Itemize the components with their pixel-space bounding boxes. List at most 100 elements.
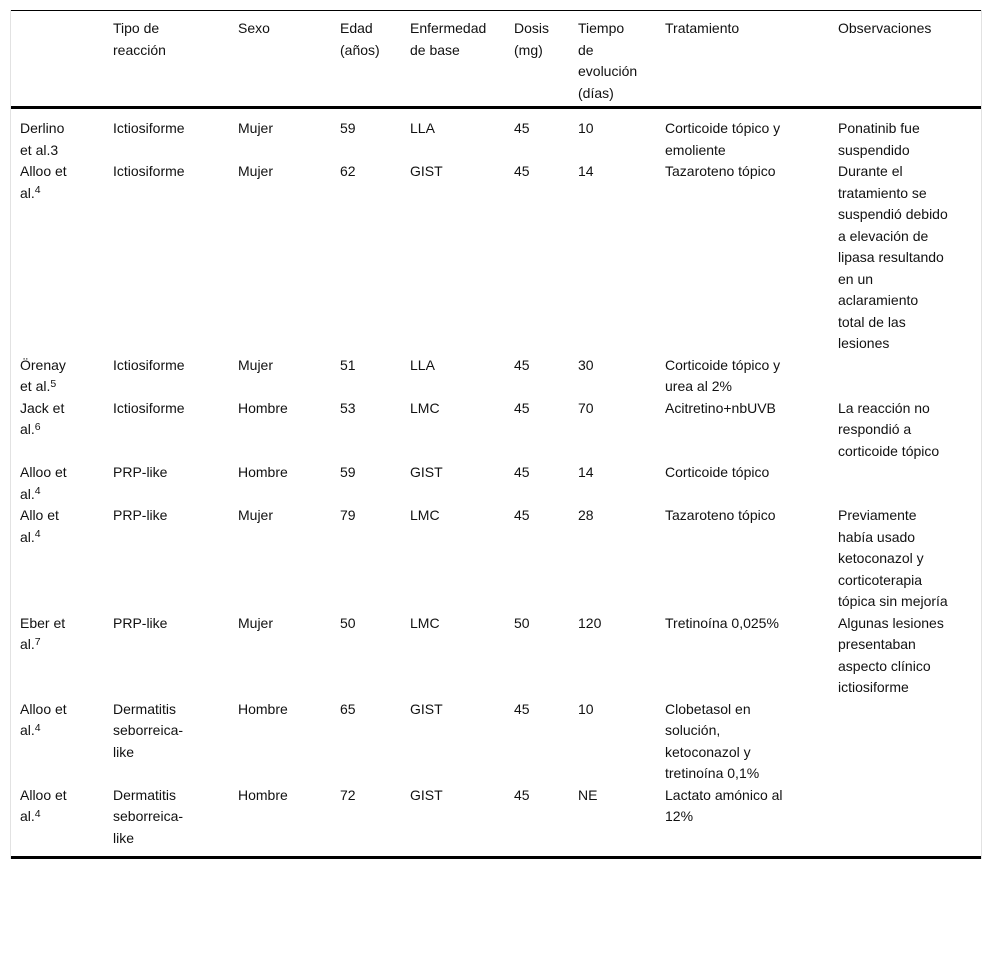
underlying-disease-cell: LLA (410, 120, 435, 136)
underlying-disease-cell: GIST (410, 700, 443, 717)
age-cell: 79 (340, 507, 356, 523)
sex-cell: Mujer (238, 120, 274, 136)
evolution-time-cell: 10 (578, 700, 594, 717)
table-row: Alloo et al.4 PRP-like Hombre 59 GIST 45… (11, 462, 981, 505)
sex-cell: Mujer (238, 614, 274, 631)
dose-cell: 50 (514, 614, 530, 631)
evolution-time-cell: 14 (578, 163, 594, 179)
dose-cell: 45 (514, 399, 530, 416)
reference-number: 4 (34, 807, 41, 820)
treatment-cell: Tazaroteno tópico (665, 163, 776, 179)
underlying-disease-cell: GIST (410, 464, 443, 480)
study-cell: Örenay et al.5 (11, 355, 113, 398)
study-cell: Alloo et al.4 (11, 785, 113, 858)
dose-cell: 45 (514, 700, 530, 717)
evolution-time-cell: 70 (578, 399, 594, 416)
observations-cell: Algunas lesiones presentaban aspecto clí… (838, 614, 944, 696)
treatment-cell: Acitretino+nbUVB (665, 399, 776, 416)
study-cell: Alloo et al.4 (11, 699, 113, 785)
column-header-underlying-disease: Enfermedad de base (410, 10, 514, 109)
observations-cell (838, 355, 981, 398)
case-reports-table: Tipo de reacción Sexo Edad (años) Enferm… (11, 10, 981, 859)
study-authors: Derlino et al.3 (20, 120, 65, 158)
study-authors: Örenay et al. (20, 356, 66, 395)
dose-cell: 45 (514, 356, 530, 373)
age-cell: 62 (340, 163, 356, 179)
dose-cell: 45 (514, 163, 530, 179)
observations-cell: La reacción no respondió a corticoide tó… (838, 399, 940, 459)
sex-cell: Mujer (238, 507, 274, 523)
column-header-age: Edad (años) (340, 10, 410, 109)
study-cell: Alloo et al.4 (11, 161, 113, 355)
evolution-time-cell: 120 (578, 614, 602, 631)
treatment-cell: Corticoide tópico (665, 464, 770, 480)
age-cell: 50 (340, 614, 356, 631)
study-authors: Alloo et al. (20, 786, 67, 825)
reaction-type-cell: Dermatitis seborreica-like (113, 786, 184, 846)
study-authors: Allo et al. (20, 507, 59, 545)
table-row: Jack et al.6 Ictiosiforme Hombre 53 LMC … (11, 398, 981, 463)
reaction-type-cell: PRP-like (113, 507, 168, 523)
dose-cell: 45 (514, 120, 530, 136)
reference-number: 4 (34, 528, 41, 540)
column-header-dose: Dosis (mg) (514, 10, 578, 109)
dose-cell: 45 (514, 786, 530, 803)
table-row: Derlino et al.3 Ictiosiforme Mujer 59 LL… (11, 108, 981, 162)
study-cell: Derlino et al.3 (11, 108, 113, 162)
reaction-type-cell: Ictiosiforme (113, 163, 185, 179)
table-body: Derlino et al.3 Ictiosiforme Mujer 59 LL… (11, 108, 981, 858)
column-header-treatment: Tratamiento (665, 10, 838, 109)
reference-number: 7 (34, 635, 41, 648)
reaction-type-cell: PRP-like (113, 464, 168, 480)
underlying-disease-cell: LMC (410, 399, 440, 416)
study-authors: Alloo et al. (20, 700, 67, 739)
underlying-disease-cell: GIST (410, 163, 443, 179)
reaction-type-cell: Dermatitis seborreica-like (113, 700, 184, 760)
observations-cell (838, 462, 981, 505)
header-row: Tipo de reacción Sexo Edad (años) Enferm… (11, 10, 981, 109)
study-cell: Eber et al.7 (11, 613, 113, 699)
sex-cell: Mujer (238, 163, 274, 179)
table-row: Eber et al.7 PRP-like Mujer 50 LMC 50 12… (11, 613, 981, 699)
age-cell: 65 (340, 700, 356, 717)
column-header-reaction-type: Tipo de reacción (113, 10, 238, 109)
table-row: Örenay et al.5 Ictiosiforme Mujer 51 LLA… (11, 355, 981, 398)
evolution-time-cell: 14 (578, 464, 594, 480)
study-authors: Alloo et al. (20, 464, 67, 502)
case-reports-table-container: Tipo de reacción Sexo Edad (años) Enferm… (10, 10, 982, 859)
underlying-disease-cell: GIST (410, 786, 443, 803)
age-cell: 59 (340, 464, 356, 480)
study-authors: Alloo et al. (20, 163, 67, 201)
column-header-study (11, 10, 113, 109)
age-cell: 51 (340, 356, 356, 373)
reference-number: 4 (34, 485, 41, 497)
underlying-disease-cell: LLA (410, 356, 435, 373)
study-cell: Allo et al.4 (11, 505, 113, 613)
age-cell: 59 (340, 120, 356, 136)
table-row: Alloo et al.4 Dermatitis seborreica-like… (11, 699, 981, 785)
treatment-cell: Lactato amónico al 12% (665, 786, 783, 825)
study-authors: Jack et al. (20, 399, 65, 438)
age-cell: 72 (340, 786, 356, 803)
table-row: Allo et al.4 PRP-like Mujer 79 LMC 45 28… (11, 505, 981, 613)
study-cell: Jack et al.6 (11, 398, 113, 463)
column-header-sex: Sexo (238, 10, 340, 109)
study-authors: Eber et al. (20, 614, 66, 653)
sex-cell: Hombre (238, 700, 288, 717)
reference-number: 4 (34, 184, 41, 196)
sex-cell: Hombre (238, 399, 288, 416)
sex-cell: Mujer (238, 356, 274, 373)
column-header-evolution-time: Tiempo de evolución (días) (578, 10, 665, 109)
reference-number: 4 (34, 721, 41, 734)
sex-cell: Hombre (238, 786, 288, 803)
evolution-time-cell: 28 (578, 507, 594, 523)
observations-cell: Previamente había usado ketoconazol y co… (838, 507, 948, 609)
treatment-cell: Corticoide tópico y emoliente (665, 120, 781, 158)
observations-cell (838, 699, 981, 785)
treatment-cell: Tazaroteno tópico (665, 507, 776, 523)
sex-cell: Hombre (238, 464, 288, 480)
reference-number: 6 (34, 420, 41, 433)
evolution-time-cell: NE (578, 786, 598, 803)
study-cell: Alloo et al.4 (11, 462, 113, 505)
table-row: Alloo et al.4 Dermatitis seborreica-like… (11, 785, 981, 858)
